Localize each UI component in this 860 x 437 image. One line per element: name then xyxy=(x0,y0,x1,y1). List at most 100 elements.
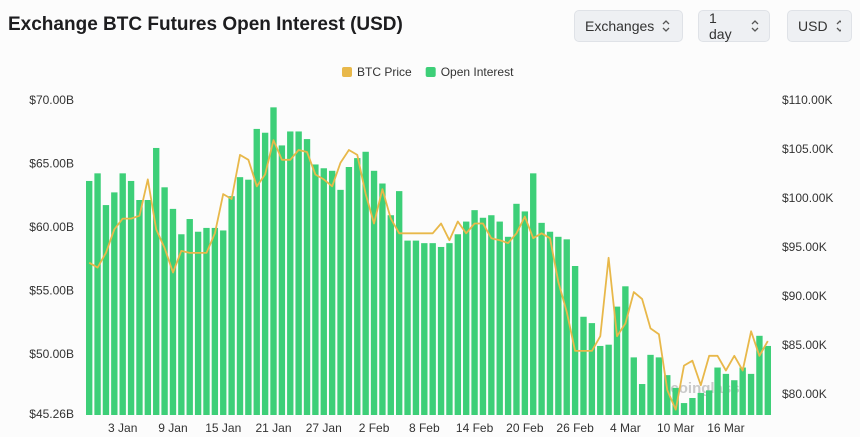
interval-select[interactable]: 1 day xyxy=(698,10,770,42)
bar xyxy=(538,222,545,415)
x-tick-label: 10 Mar xyxy=(657,421,694,435)
legend-label: BTC Price xyxy=(357,65,412,79)
bar xyxy=(236,177,244,415)
y2-tick-label: $105.00K xyxy=(782,142,833,156)
bar xyxy=(622,286,629,415)
y2-tick-label: $90.00K xyxy=(782,289,827,303)
bar xyxy=(722,373,730,415)
bar xyxy=(211,227,219,415)
bar xyxy=(731,380,738,415)
bar xyxy=(563,239,570,415)
bar xyxy=(714,367,721,415)
y-tick-label: $50.00B xyxy=(29,347,74,361)
y-tick-label: $70.00B xyxy=(29,93,74,107)
bar xyxy=(253,128,260,415)
bar xyxy=(395,191,403,415)
x-tick-label: 2 Feb xyxy=(359,421,390,435)
y-tick-label: $60.00B xyxy=(29,220,74,234)
bar xyxy=(705,390,713,415)
legend-item: BTC Price xyxy=(342,65,412,79)
bar xyxy=(479,217,487,415)
y-tick-label: $65.00B xyxy=(29,157,74,171)
price-line xyxy=(88,139,769,411)
y-tick-label: $55.00B xyxy=(29,284,74,298)
bar xyxy=(354,158,361,415)
bar xyxy=(379,183,386,415)
bar xyxy=(513,203,520,415)
chevron xyxy=(662,20,670,32)
bar xyxy=(203,227,210,415)
bar xyxy=(245,179,252,415)
bar xyxy=(655,357,663,415)
bar xyxy=(127,180,135,415)
bar xyxy=(605,344,612,415)
watermark: coinglass xyxy=(670,380,739,397)
exchanges-select[interactable]: Exchanges xyxy=(574,10,683,42)
legend-swatch xyxy=(425,67,436,77)
bar xyxy=(571,265,579,415)
chevron xyxy=(836,20,841,32)
bar xyxy=(362,151,369,415)
bar xyxy=(186,219,193,415)
bar xyxy=(404,240,411,415)
bar xyxy=(320,168,327,415)
legend-label: Open Interest xyxy=(441,65,514,79)
bar xyxy=(119,173,126,415)
bar xyxy=(111,192,118,415)
bar xyxy=(680,403,688,415)
currency-select[interactable]: USD xyxy=(787,10,852,42)
legend-item: Open Interest xyxy=(425,65,514,79)
y2-tick-label: $110.00K xyxy=(782,93,833,107)
bar xyxy=(387,215,394,415)
select-label: Exchanges xyxy=(585,18,655,34)
bar xyxy=(228,196,235,415)
bar xyxy=(261,132,269,416)
bar xyxy=(287,131,294,415)
bar xyxy=(630,357,637,415)
bar xyxy=(312,164,319,415)
bar xyxy=(169,208,177,415)
bar xyxy=(580,316,587,415)
bar xyxy=(747,373,755,415)
x-tick-label: 4 Mar xyxy=(610,421,641,435)
bar xyxy=(370,170,378,415)
bar xyxy=(278,145,286,415)
bar xyxy=(756,335,763,415)
bar xyxy=(345,166,353,415)
bar xyxy=(496,221,503,415)
bar xyxy=(86,180,93,415)
bar xyxy=(421,243,428,415)
bar xyxy=(530,173,537,415)
bar xyxy=(94,173,101,415)
chevron xyxy=(751,20,759,32)
bar xyxy=(638,384,646,415)
x-tick-label: 21 Jan xyxy=(255,421,291,435)
legend-swatch xyxy=(342,67,352,77)
x-tick-label: 15 Jan xyxy=(205,421,241,435)
x-tick-label: 27 Jan xyxy=(306,421,342,435)
bar xyxy=(613,306,621,415)
bar xyxy=(429,243,436,415)
x-tick-label: 14 Feb xyxy=(456,421,494,435)
x-tick-label: 26 Feb xyxy=(556,421,594,435)
bar xyxy=(488,215,495,415)
bar xyxy=(689,397,696,415)
bar xyxy=(295,131,302,415)
chart-title: Exchange BTC Futures Open Interest (USD) xyxy=(8,14,403,35)
bar xyxy=(194,231,202,415)
bar xyxy=(303,139,311,415)
bar xyxy=(153,147,160,415)
bar xyxy=(270,107,277,415)
bar xyxy=(337,189,344,415)
bar xyxy=(328,170,336,415)
bar xyxy=(764,345,771,415)
bar xyxy=(454,234,462,415)
y2-tick-label: $85.00K xyxy=(782,338,827,352)
x-tick-label: 16 Mar xyxy=(707,421,744,435)
y-tick-label: $45.26B xyxy=(29,407,74,421)
x-tick-label: 3 Jan xyxy=(108,421,137,435)
x-tick-label: 8 Feb xyxy=(409,421,440,435)
bar xyxy=(102,205,110,415)
